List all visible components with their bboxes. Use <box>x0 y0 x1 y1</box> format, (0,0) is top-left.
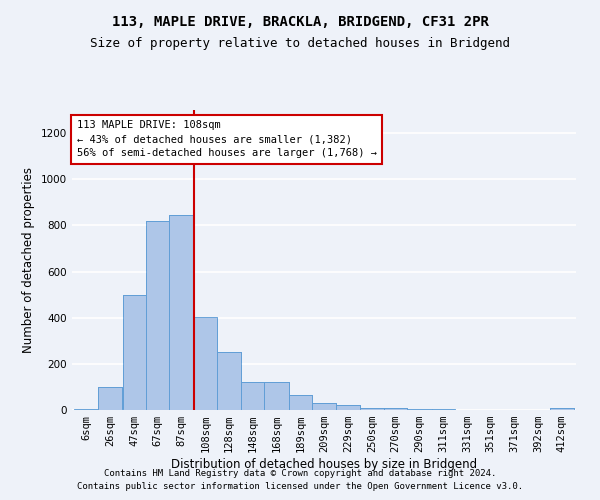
Bar <box>432 409 455 410</box>
Bar <box>550 408 574 410</box>
Text: Contains HM Land Registry data © Crown copyright and database right 2024.: Contains HM Land Registry data © Crown c… <box>104 468 496 477</box>
Bar <box>169 215 194 410</box>
Bar <box>432 409 455 410</box>
Bar <box>217 352 241 410</box>
Bar <box>407 409 432 410</box>
Bar <box>122 294 146 410</box>
Bar <box>194 316 217 410</box>
Bar <box>241 382 264 410</box>
Text: 113, MAPLE DRIVE, BRACKLA, BRIDGEND, CF31 2PR: 113, MAPLE DRIVE, BRACKLA, BRIDGEND, CF3… <box>112 15 488 29</box>
Bar <box>361 408 383 410</box>
Text: Size of property relative to detached houses in Bridgend: Size of property relative to detached ho… <box>90 38 510 51</box>
Bar <box>74 409 98 410</box>
Bar <box>146 221 169 410</box>
Bar <box>289 395 312 410</box>
Bar <box>217 352 241 410</box>
Bar <box>98 387 122 410</box>
Bar <box>550 408 574 410</box>
Text: 113 MAPLE DRIVE: 108sqm
← 43% of detached houses are smaller (1,382)
56% of semi: 113 MAPLE DRIVE: 108sqm ← 43% of detache… <box>77 120 377 158</box>
Bar <box>241 382 264 410</box>
Bar <box>336 406 360 410</box>
Bar <box>169 215 194 410</box>
Bar <box>313 403 335 410</box>
Bar <box>74 409 98 410</box>
Bar <box>265 382 289 410</box>
Bar <box>313 403 335 410</box>
Bar <box>194 316 217 410</box>
Bar <box>289 395 312 410</box>
Bar <box>336 406 360 410</box>
Bar <box>146 221 169 410</box>
Y-axis label: Number of detached properties: Number of detached properties <box>22 167 35 353</box>
Bar <box>265 382 289 410</box>
X-axis label: Distribution of detached houses by size in Bridgend: Distribution of detached houses by size … <box>171 458 477 471</box>
Text: Contains public sector information licensed under the Open Government Licence v3: Contains public sector information licen… <box>77 482 523 491</box>
Bar <box>384 408 407 410</box>
Bar <box>98 387 122 410</box>
Bar <box>361 408 383 410</box>
Bar <box>384 408 407 410</box>
Bar <box>407 409 432 410</box>
Bar <box>122 294 146 410</box>
